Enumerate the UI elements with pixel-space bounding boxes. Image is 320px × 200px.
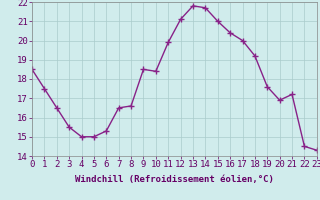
- X-axis label: Windchill (Refroidissement éolien,°C): Windchill (Refroidissement éolien,°C): [75, 175, 274, 184]
